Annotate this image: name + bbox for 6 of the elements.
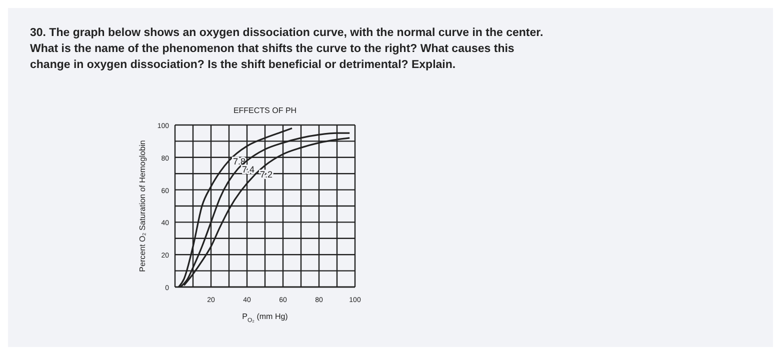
- text: 30. The graph below shows an oxygen dissociation curve, with the normal curve in the center.: [30, 27, 544, 39]
- chart-title: EFFECTS OF PH: [233, 106, 297, 115]
- x-axis-title: P$_{O₂}$ (mm Hg): [242, 312, 288, 324]
- text: change in oxygen dissociation? Is the shift beneficial or detrimental? Explain.: [30, 59, 456, 71]
- y-axis-title: Percent O₂ Saturation of Hemoglobin: [138, 140, 147, 272]
- text: What is the name of the phenomenon that shifts the curve to the right? What causes this: [30, 43, 514, 55]
